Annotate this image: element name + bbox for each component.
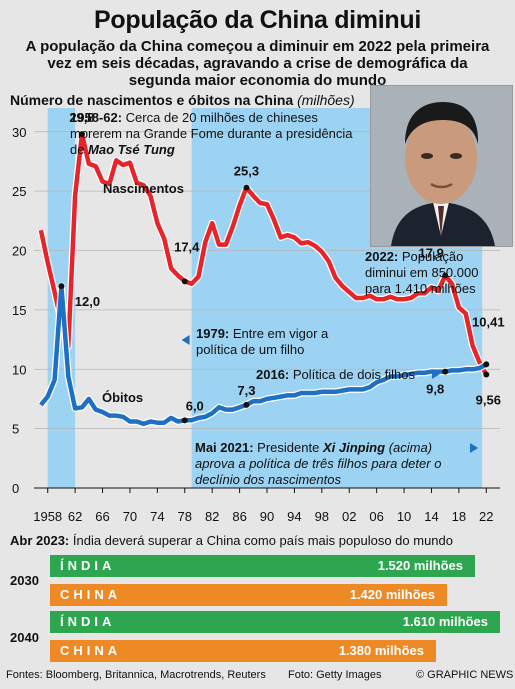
y-tick-label: 15	[12, 303, 26, 318]
policy-2016-year: 2016:	[256, 367, 290, 382]
xi-jinping-photo	[370, 85, 513, 247]
footer-photo-credit: Foto: Getty Images	[288, 669, 382, 681]
page-title: População da China diminui	[94, 6, 421, 34]
data-label: 29,8	[69, 110, 94, 125]
deaths-line	[39, 283, 488, 427]
bar-country-label: CHINA	[60, 643, 122, 658]
famine-leader: Mao Tsé Tung	[88, 142, 175, 157]
policy-2021-text1: Presidente	[257, 440, 320, 455]
population-2022-note: 2022: População diminui em 850.000 para …	[365, 249, 505, 297]
x-tick-label: 82	[205, 509, 219, 524]
x-tick-label: 14	[424, 509, 438, 524]
projection-date: Abr 2023:	[10, 533, 70, 548]
bar-value-label: 1.380 milhões	[338, 643, 424, 658]
data-label: 6,0	[186, 398, 204, 413]
policy-2021-leader: Xi Jinping	[322, 440, 386, 455]
bar-value-label: 1.420 milhões	[349, 587, 435, 602]
y-tick-label: 5	[12, 422, 19, 437]
bar-value-label: 1.520 milhões	[377, 558, 463, 573]
x-tick-label: 22	[479, 509, 493, 524]
deaths-series-label: Óbitos	[102, 390, 144, 405]
bar-value-label: 1.610 milhões	[402, 614, 488, 629]
y-tick-label: 30	[12, 125, 26, 140]
x-tick-label: 66	[95, 509, 109, 524]
footer-sources: Fontes: Bloomberg, Britannica, Macrotren…	[6, 669, 266, 681]
population-2022-year: 2022:	[365, 249, 399, 264]
policy-2021-arrow	[470, 443, 478, 453]
data-label-marker	[243, 184, 250, 191]
x-tick-label: 62	[68, 509, 82, 524]
x-tick-label: 74	[150, 509, 164, 524]
x-tick-label: 90	[260, 509, 274, 524]
births-series-label: Nascimentos	[103, 181, 184, 196]
policy-1979-year: 1979:	[196, 326, 230, 341]
data-label: 7,3	[237, 383, 255, 398]
x-tick-label: 94	[287, 509, 301, 524]
famine-years: 1958-62:	[70, 110, 123, 125]
x-tick-label: 10	[397, 509, 411, 524]
data-label-marker	[483, 361, 490, 368]
data-label: 17,9	[419, 245, 444, 260]
projection-year-2040: 2040	[10, 630, 39, 645]
policy-2021-year: Mai 2021:	[195, 440, 254, 455]
famine-note: 1958-62: Cerca de 20 milhões de chineses…	[70, 110, 370, 158]
x-tick-label: 70	[123, 509, 137, 524]
y-tick-label: 10	[12, 362, 26, 377]
policy-2021-note: Mai 2021: Presidente Xi Jinping (acima) …	[195, 440, 475, 488]
data-label: 25,3	[234, 164, 259, 179]
bar-china-2040: CHINA 1.380 milhões	[50, 640, 436, 662]
data-label: 9,56	[476, 392, 501, 407]
data-label: 17,4	[174, 239, 200, 254]
footer-copyright: © GRAPHIC NEWS	[416, 669, 514, 681]
famine-text: Cerca de 20 milhões de chineses morerem …	[70, 110, 353, 157]
x-tick-label: 78	[178, 509, 192, 524]
y-tick-label: 25	[12, 184, 26, 199]
data-label-marker	[181, 278, 188, 285]
data-label-marker	[78, 131, 85, 138]
births-line	[38, 131, 489, 376]
policy-2021-text2: (acima) aprova a política de três filhos…	[195, 440, 442, 487]
chart-heading-unit: (milhões)	[297, 92, 355, 108]
projection-heading: Abr 2023: Índia deverá superar a China c…	[10, 533, 453, 548]
x-tick-label: 18	[452, 509, 466, 524]
policy-1979-text: Entre em vigor a política de um filho	[196, 326, 329, 357]
bar-india-2040: ÍNDIA 1.610 milhões	[50, 611, 500, 633]
data-label-marker	[483, 371, 490, 378]
bar-country-label: ÍNDIA	[60, 558, 116, 573]
x-tick-label: 98	[315, 509, 329, 524]
x-tick-label: 1958	[33, 509, 62, 524]
portrait-illustration	[371, 86, 512, 246]
x-tick-label: 02	[342, 509, 356, 524]
data-label: 9,8	[426, 382, 444, 397]
bar-china-2030: CHINA 1.420 milhões	[50, 584, 447, 606]
data-label-marker	[442, 272, 449, 279]
x-tick-label: 86	[232, 509, 246, 524]
projection-text: Índia deverá superar a China como país m…	[72, 533, 453, 548]
y-tick-label: 0	[12, 481, 19, 496]
policy-1979-arrow	[181, 335, 190, 345]
x-tick-label: 06	[369, 509, 383, 524]
data-label-marker	[442, 368, 449, 375]
bar-country-label: ÍNDIA	[60, 614, 116, 629]
policy-2016-note: 2016: Política de dois filhos	[256, 367, 436, 383]
policy-1979-note: 1979: Entre em vigor a política de um fi…	[196, 326, 356, 358]
policy-2016-arrow	[432, 369, 440, 379]
bar-country-label: CHINA	[60, 587, 122, 602]
data-label: 12,0	[75, 294, 100, 309]
data-label-marker	[181, 417, 188, 424]
bar-india-2030: ÍNDIA 1.520 milhões	[50, 555, 475, 577]
page-subtitle: A população da China começou a diminuir …	[25, 38, 490, 89]
data-label-marker	[243, 401, 250, 408]
y-tick-label: 20	[12, 244, 26, 259]
population-2022-text: População diminui em 850.000 para 1.410 …	[365, 249, 479, 296]
policy-2016-text: Política de dois filhos	[292, 367, 415, 382]
data-label-marker	[58, 283, 65, 290]
chart-heading-label: Número de nascimentos e óbitos na China	[10, 92, 294, 108]
data-label: 10,41	[472, 314, 505, 329]
chart-heading: Número de nascimentos e óbitos na China …	[10, 92, 355, 108]
projection-year-2030: 2030	[10, 573, 39, 588]
